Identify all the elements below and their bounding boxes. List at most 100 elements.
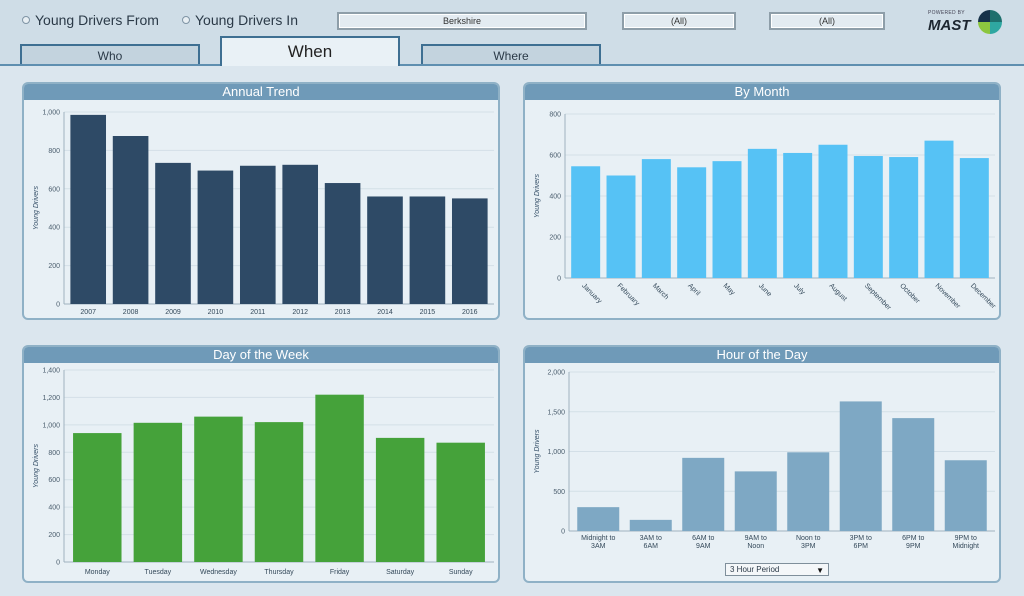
bar[interactable] [315,394,364,562]
bar[interactable] [577,507,620,531]
period-select-value: 3 Hour Period [730,565,780,574]
bar[interactable] [73,433,122,562]
panel-day-of-week: Day of the Week 0 200 400 600 800 1,000 1,200 1… [22,345,500,583]
logo-text: MAST [928,17,971,34]
x-tick-label: May [722,282,737,297]
bar[interactable] [282,164,319,304]
bar[interactable] [712,161,742,278]
x-tick-label: 2016 [462,309,478,316]
bar[interactable] [853,156,883,278]
bar[interactable] [606,175,636,279]
y-tick-label: 1,000 [547,449,565,456]
bar[interactable] [197,170,234,304]
bar[interactable] [451,198,488,304]
bar[interactable] [734,471,777,531]
y-tick-label: 200 [48,532,60,539]
bar[interactable] [571,166,601,278]
y-tick-label: 600 [48,477,60,484]
x-tick-label: 3PM [801,543,816,550]
mast-logo: POWERED BY MAST [924,8,1002,34]
x-tick-label: 2010 [208,309,224,316]
x-tick-label: 2013 [335,309,351,316]
bar[interactable] [155,162,191,304]
y-tick-label: 0 [56,560,60,567]
bar[interactable] [194,416,243,562]
radio-dot-icon[interactable] [22,16,30,24]
y-tick-label: 200 [549,235,561,242]
bar[interactable] [892,418,935,531]
x-tick-label: 2012 [292,309,308,316]
bar[interactable] [944,460,987,531]
x-tick-label: Friday [330,569,350,576]
bar[interactable] [239,165,276,304]
bar[interactable] [787,452,830,531]
bar[interactable] [959,158,989,278]
region-filter[interactable]: Berkshire [337,12,587,30]
tab-when[interactable]: When [220,36,400,66]
x-tick-label: March [651,282,670,301]
bar[interactable] [682,457,725,531]
bar[interactable] [254,422,304,562]
x-tick-label: July [792,282,806,296]
panel-title: By Month [525,84,999,100]
bar[interactable] [747,148,777,278]
radio-young-drivers-in[interactable]: Young Drivers In [182,12,298,28]
tab-where[interactable]: Where [421,44,601,64]
top-filter-bar: Young Drivers From Young Drivers In Berk… [0,0,1024,66]
hour-of-day-chart: 0 500 1,000 1,500 2,000 Young Drivers Midnight… [534,370,995,550]
day-of-week-chart: 0 200 400 600 800 1,000 1,200 1,400 Young Driver… [33,368,494,576]
x-tick-label: Noon to [796,535,821,542]
bar[interactable] [839,401,882,531]
y-tick-label: 800 [48,450,60,457]
x-tick-label: Noon [747,543,764,550]
filter-dropdown-2[interactable]: (All) [622,12,736,30]
filter-dropdown-3[interactable]: (All) [769,12,885,30]
bar[interactable] [818,144,848,278]
y-tick-label: 1,000 [42,422,60,429]
bar[interactable] [324,183,361,304]
bar[interactable] [783,152,813,278]
by-month-chart: 0 200 400 600 800 Young Drivers January Februar… [534,112,997,313]
bar[interactable] [409,196,446,304]
x-tick-label: Thursday [264,569,294,576]
x-tick-label: Midnight to [581,535,615,542]
radio-dot-icon[interactable] [182,16,190,24]
tab-who[interactable]: Who [20,44,200,64]
period-select[interactable]: 3 Hour Period ▼ [725,563,829,576]
x-tick-label: 9PM [906,543,921,550]
x-tick-label: September [863,282,893,312]
bar[interactable] [629,519,672,531]
y-tick-label: 600 [549,153,561,160]
bar[interactable] [924,140,954,278]
panel-hour-of-day: Hour of the Day 0 500 1,000 1,500 2,000 Young… [523,345,1001,583]
y-axis-title: Young Drivers [33,444,40,488]
x-tick-label: 3AM to [640,535,662,542]
radio-from-label: Young Drivers From [35,12,159,28]
y-tick-label: 1,400 [42,368,60,375]
x-tick-label: 2011 [250,309,265,316]
radio-young-drivers-from[interactable]: Young Drivers From [22,12,159,28]
bar[interactable] [436,442,485,562]
x-tick-label: April [686,282,701,297]
panel-title: Annual Trend [24,84,498,100]
logo-subtitle: POWERED BY [928,10,965,16]
bar[interactable] [375,437,425,562]
x-tick-label: 2007 [80,309,96,316]
bar[interactable] [367,196,403,304]
bar[interactable] [70,114,107,304]
bar[interactable] [641,159,671,278]
y-tick-label: 500 [553,489,565,496]
x-tick-label: 2009 [165,309,181,316]
panel-title: Day of the Week [24,347,498,363]
y-tick-label: 400 [549,194,561,201]
bar[interactable] [677,167,707,278]
bar[interactable] [133,422,183,562]
x-tick-label: 2014 [377,309,393,316]
dropdown-arrow-icon[interactable]: ▼ [816,566,824,575]
x-tick-label: Monday [85,569,110,576]
y-axis-title: Young Drivers [33,186,40,230]
bar[interactable] [112,136,149,304]
x-tick-label: January [580,282,603,305]
x-tick-label: 2015 [420,309,436,316]
bar[interactable] [889,157,919,278]
